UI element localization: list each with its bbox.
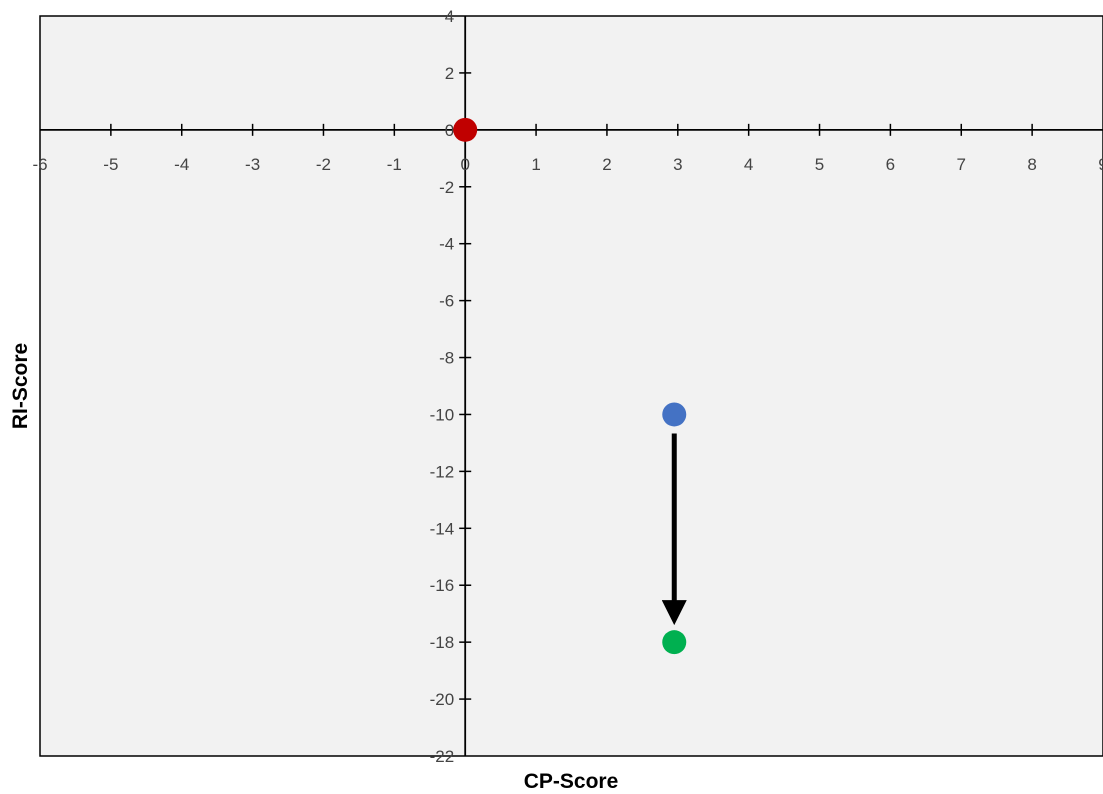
y-tick-label: -14 bbox=[430, 519, 455, 538]
y-tick-label: -18 bbox=[430, 633, 455, 652]
x-tick-label: -6 bbox=[32, 155, 47, 174]
x-tick-label: 9 bbox=[1098, 155, 1103, 174]
y-tick-label: 0 bbox=[445, 121, 454, 140]
y-tick-label: -16 bbox=[430, 576, 455, 595]
x-tick-label: 5 bbox=[815, 155, 824, 174]
x-tick-label: 8 bbox=[1027, 155, 1036, 174]
data-point bbox=[453, 117, 478, 142]
x-tick-label: 7 bbox=[957, 155, 966, 174]
data-point bbox=[662, 402, 687, 427]
y-tick-label: -6 bbox=[439, 292, 454, 311]
y-tick-label: -2 bbox=[439, 178, 454, 197]
x-tick-label: 1 bbox=[531, 155, 540, 174]
y-tick-label: -4 bbox=[439, 235, 454, 254]
x-tick-label: -4 bbox=[174, 155, 189, 174]
plot-area bbox=[39, 15, 1103, 757]
y-tick-label: 4 bbox=[445, 7, 454, 26]
y-axis-title: RI-Score bbox=[9, 343, 32, 429]
y-tick-label: -22 bbox=[430, 747, 455, 766]
y-tick-label: -20 bbox=[430, 690, 455, 709]
y-tick-label: -8 bbox=[439, 349, 454, 368]
x-tick-label: -2 bbox=[316, 155, 331, 174]
y-tick-label: -10 bbox=[430, 405, 455, 424]
x-tick-label: 2 bbox=[602, 155, 611, 174]
x-tick-label: 0 bbox=[460, 155, 469, 174]
y-tick-label: 2 bbox=[445, 64, 454, 83]
x-axis-title: CP-Score bbox=[524, 770, 619, 793]
x-tick-label: -3 bbox=[245, 155, 260, 174]
x-tick-label: 3 bbox=[673, 155, 682, 174]
x-tick-label: 4 bbox=[744, 155, 753, 174]
x-tick-label: -5 bbox=[103, 155, 118, 174]
data-point bbox=[662, 630, 687, 655]
x-tick-label: 6 bbox=[886, 155, 895, 174]
x-tick-label: -1 bbox=[387, 155, 402, 174]
y-tick-label: -12 bbox=[430, 462, 455, 481]
